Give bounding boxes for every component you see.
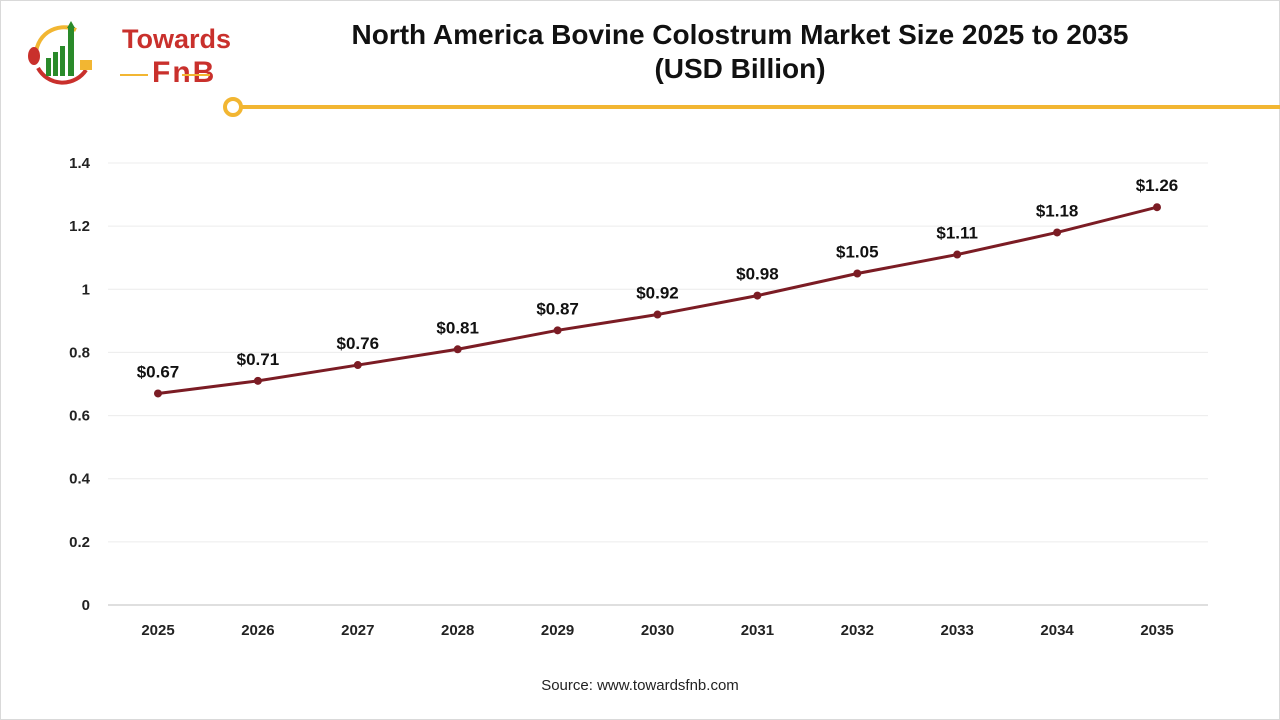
data-label: $0.92 (636, 284, 679, 303)
header-accent (223, 97, 1280, 117)
data-label: $1.05 (836, 243, 879, 262)
y-tick-label: 0 (82, 597, 90, 614)
data-label: $1.26 (1136, 176, 1179, 195)
data-point (353, 361, 362, 370)
y-tick-label: 0.8 (69, 344, 90, 361)
towards-fnb-logo: Towards FnB (24, 18, 231, 89)
y-tick-label: 0.4 (69, 471, 91, 488)
title-line-2: (USD Billion) (654, 53, 826, 84)
data-point (953, 250, 962, 259)
logo-icon (28, 21, 92, 85)
data-point (853, 269, 862, 278)
logo-text-fnb: FnB (152, 56, 217, 89)
x-tick-label: 2031 (741, 622, 774, 639)
data-label: $0.67 (137, 362, 180, 381)
x-tick-label: 2035 (1140, 622, 1173, 639)
x-tick-label: 2025 (141, 622, 174, 639)
x-tick-label: 2030 (641, 622, 674, 639)
data-point (1053, 228, 1062, 237)
logo-divider (120, 74, 148, 76)
chart-title: North America Bovine Colostrum Market Si… (260, 18, 1220, 86)
y-tick-label: 1.2 (69, 218, 90, 235)
data-point (154, 389, 162, 398)
y-tick-label: 1 (82, 281, 90, 298)
data-point (653, 310, 662, 319)
data-label: $0.87 (536, 299, 579, 318)
x-tick-label: 2029 (541, 622, 574, 639)
x-tick-label: 2026 (241, 622, 274, 639)
data-point (253, 376, 262, 385)
data-label: $0.76 (337, 334, 380, 353)
logo-text-towards: Towards (122, 24, 232, 54)
data-point (1153, 203, 1161, 212)
logo-divider (182, 74, 210, 76)
y-tick-label: 0.2 (69, 534, 90, 551)
x-tick-label: 2032 (841, 622, 874, 639)
x-tick-label: 2034 (1040, 622, 1074, 639)
data-label: $1.18 (1036, 201, 1079, 220)
source-note: Source: www.towardsfnb.com (541, 677, 739, 694)
data-label: $0.98 (736, 265, 779, 284)
data-label: $1.11 (936, 224, 978, 243)
data-point (753, 291, 762, 300)
data-label: $0.81 (436, 318, 479, 337)
y-tick-label: 1.4 (69, 155, 91, 172)
data-point (553, 326, 562, 335)
data-point (453, 345, 462, 354)
x-tick-label: 2028 (441, 622, 474, 639)
x-tick-label: 2027 (341, 622, 374, 639)
data-label: $0.71 (237, 350, 280, 369)
y-tick-label: 0.6 (69, 408, 90, 425)
title-line-1: North America Bovine Colostrum Market Si… (351, 19, 1129, 50)
accent-circle (223, 97, 243, 117)
x-tick-label: 2033 (941, 622, 974, 639)
